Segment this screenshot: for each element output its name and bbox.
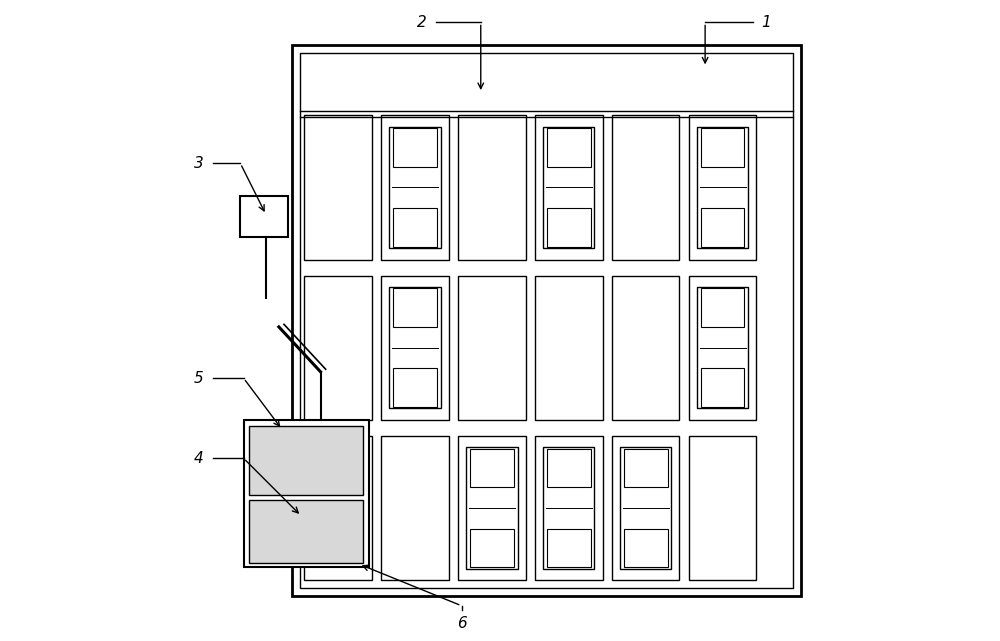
Bar (300, 53, 793, 588)
Bar (624, 529, 668, 567)
Bar (697, 287, 748, 408)
Bar (612, 276, 679, 420)
Bar (612, 436, 679, 580)
Bar (620, 447, 671, 569)
Text: 4: 4 (194, 451, 204, 466)
Bar (304, 436, 372, 580)
Bar (304, 276, 372, 420)
Bar (701, 128, 744, 167)
Bar (701, 208, 744, 247)
Bar (547, 208, 591, 247)
Bar (701, 288, 744, 327)
Bar (389, 287, 441, 408)
Bar (458, 436, 526, 580)
Bar (458, 276, 526, 420)
Text: 6: 6 (457, 615, 466, 631)
Bar (458, 115, 526, 260)
Text: 2: 2 (417, 15, 427, 30)
Bar (466, 447, 518, 569)
Bar (543, 127, 594, 248)
Bar (543, 447, 594, 569)
Bar (292, 45, 801, 596)
Bar (240, 196, 288, 237)
Bar (381, 115, 449, 260)
Bar (470, 529, 514, 567)
Bar (689, 276, 756, 420)
Bar (381, 436, 449, 580)
Text: 3: 3 (194, 156, 204, 171)
Bar (389, 127, 441, 248)
Bar (689, 115, 756, 260)
Bar (689, 436, 756, 580)
Bar (249, 426, 363, 495)
Text: 5: 5 (194, 370, 204, 386)
Bar (470, 449, 514, 487)
Bar (535, 276, 603, 420)
Bar (624, 449, 668, 487)
Bar (697, 127, 748, 248)
Bar (304, 115, 372, 260)
Bar (547, 529, 591, 567)
Bar (381, 276, 449, 420)
Bar (612, 115, 679, 260)
Bar (547, 449, 591, 487)
Bar (547, 128, 591, 167)
Bar (393, 128, 437, 167)
Bar (249, 500, 363, 563)
Bar (393, 288, 437, 327)
Bar (535, 115, 603, 260)
Bar (393, 208, 437, 247)
Bar (535, 436, 603, 580)
Bar (393, 369, 437, 407)
Bar (244, 420, 369, 567)
Text: 1: 1 (761, 15, 771, 30)
Bar (701, 369, 744, 407)
